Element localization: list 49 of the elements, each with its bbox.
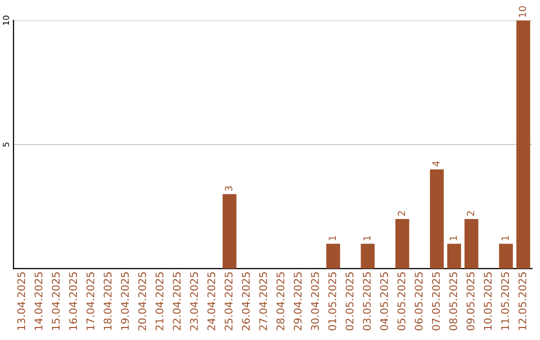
data-label: 1 (328, 236, 336, 240)
x-tick-label: 15.04.2025 (52, 272, 60, 330)
data-label: 3 (224, 186, 232, 191)
x-tick-label: 30.04.2025 (311, 272, 319, 330)
x-tick-label: 05.05.2025 (397, 272, 406, 330)
x-tick-label: 10.05.2025 (484, 272, 492, 330)
x-tick-label: 25.04.2025 (224, 272, 233, 330)
data-label: 2 (466, 211, 474, 216)
x-tick-label: 03.05.2025 (362, 272, 371, 330)
x-tick-label: 16.04.2025 (69, 272, 77, 330)
y-tick-label: 5 (2, 142, 10, 147)
bar (395, 218, 410, 269)
bar (360, 244, 375, 269)
x-tick-label: 22.04.2025 (172, 272, 181, 330)
bar (499, 244, 513, 269)
x-tick-label: 23.04.2025 (190, 272, 198, 330)
x-tick-label: 04.05.2025 (380, 272, 388, 330)
x-tick-label: 11.05.2025 (501, 272, 509, 330)
data-label: 1 (502, 236, 509, 240)
x-tick-label: 06.05.2025 (414, 272, 423, 330)
data-label: 4 (432, 161, 440, 166)
x-tick-label: 08.05.2025 (449, 272, 458, 330)
data-label: 2 (398, 211, 405, 216)
bar (326, 244, 340, 269)
x-tick-label: 24.04.2025 (207, 272, 216, 330)
x-tick-label: 01.05.2025 (328, 272, 336, 330)
data-label: 1 (363, 236, 370, 240)
bar (222, 194, 236, 269)
x-tick-label: 29.04.2025 (294, 272, 302, 330)
bar (430, 169, 444, 269)
x-tick-label: 09.05.2025 (466, 272, 474, 330)
data-label: 1 (450, 236, 457, 240)
x-tick-label: 17.04.2025 (86, 272, 94, 330)
x-tick-label: 14.04.2025 (34, 272, 42, 330)
x-tick-label: 12.05.2025 (518, 272, 526, 330)
x-tick-label: 07.05.2025 (432, 272, 440, 330)
x-tick-label: 21.04.2025 (156, 272, 164, 330)
x-tick-label: 27.04.2025 (259, 272, 268, 330)
x-tick-label: 13.04.2025 (17, 272, 26, 330)
data-label: 10 (518, 6, 526, 17)
bar (516, 20, 530, 269)
bar (447, 244, 462, 269)
bar (464, 218, 478, 269)
x-tick-label: 26.04.2025 (242, 272, 250, 330)
x-tick-label: 19.04.2025 (120, 272, 129, 330)
x-tick-label: 18.04.2025 (104, 272, 112, 330)
x-tick-label: 28.04.2025 (276, 272, 284, 330)
x-tick-label: 20.04.2025 (138, 272, 146, 330)
x-tick-label: 02.05.2025 (346, 272, 354, 330)
